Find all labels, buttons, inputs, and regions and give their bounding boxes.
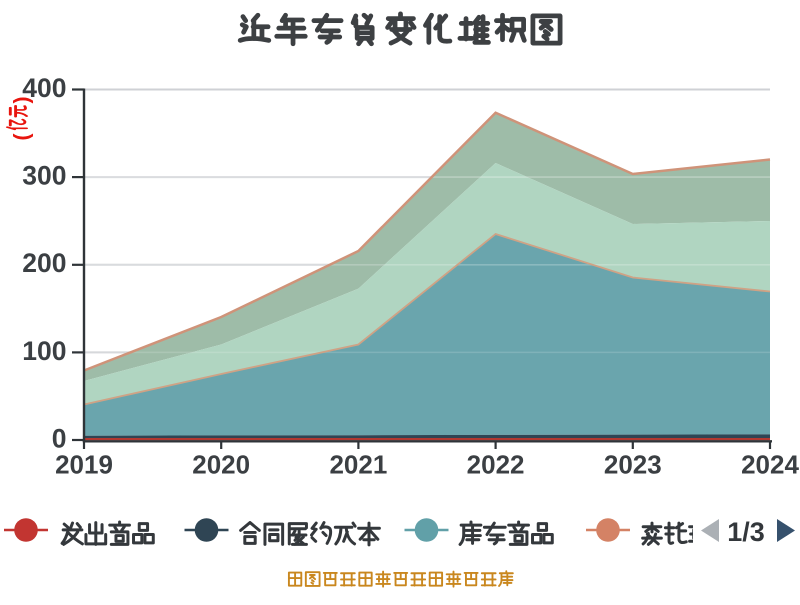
svg-text:0: 0: [52, 423, 67, 453]
svg-text:400: 400: [22, 73, 66, 103]
svg-text:300: 300: [22, 161, 66, 191]
svg-text:2020: 2020: [192, 450, 250, 480]
svg-text:): ): [11, 97, 34, 104]
svg-text:1/3: 1/3: [727, 517, 765, 547]
svg-text:(: (: [11, 134, 34, 141]
svg-text:2023: 2023: [604, 450, 662, 480]
svg-text:100: 100: [22, 336, 66, 366]
svg-text:2021: 2021: [329, 450, 387, 480]
svg-text:2019: 2019: [55, 450, 113, 480]
svg-text:2024: 2024: [741, 450, 799, 480]
svg-text:2022: 2022: [467, 450, 525, 480]
svg-text:200: 200: [22, 248, 66, 278]
